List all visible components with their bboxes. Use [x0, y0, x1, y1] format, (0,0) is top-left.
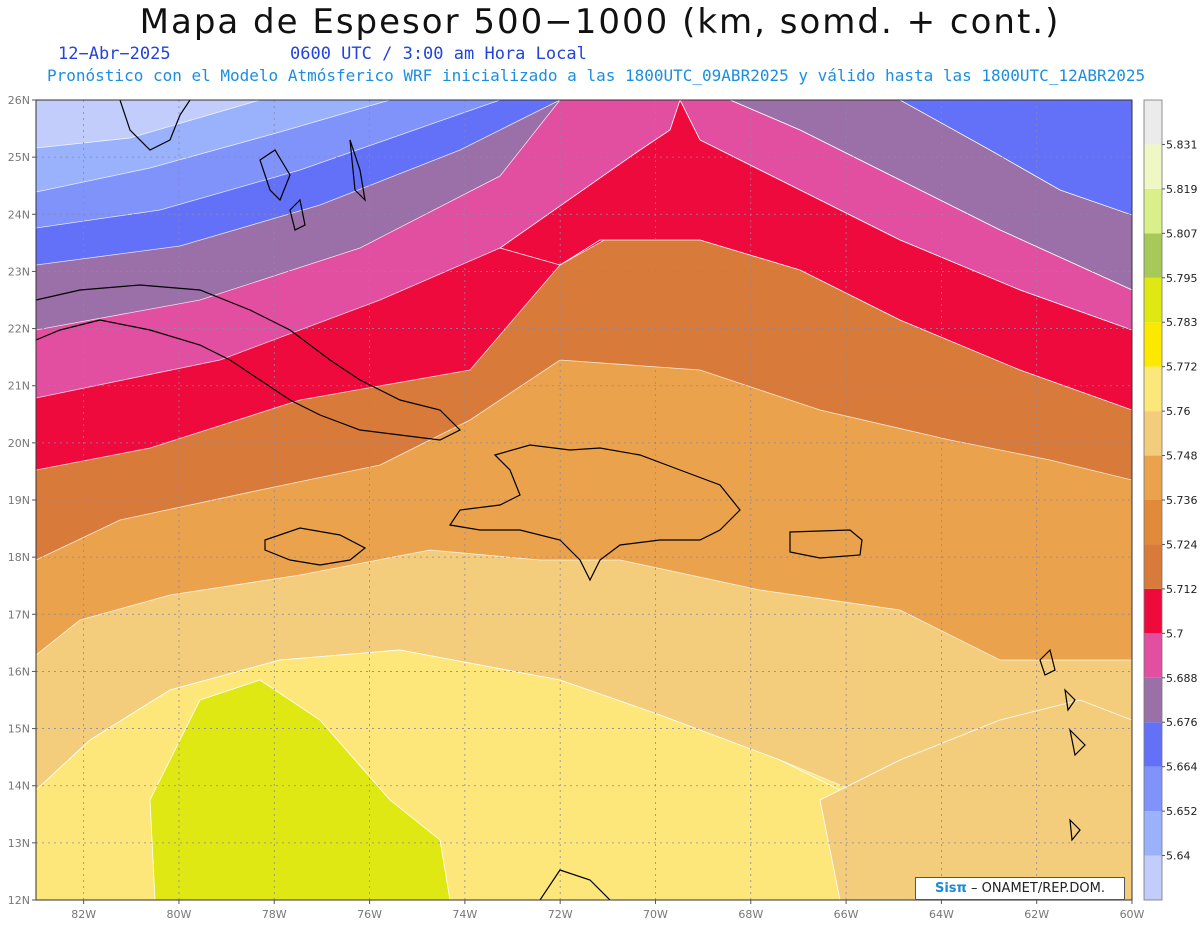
hispaniola-coastline — [448, 444, 741, 582]
lon-label: 74W — [452, 908, 477, 921]
legend-swatch — [1144, 766, 1162, 812]
map-area — [36, 100, 1132, 900]
cuba-coastline — [36, 284, 462, 441]
lon-label: 80W — [167, 908, 192, 921]
band-light-se — [819, 699, 1132, 900]
legend-swatch — [1144, 811, 1162, 856]
lon-label: 64W — [929, 908, 954, 921]
legend-swatch — [1144, 544, 1162, 589]
model-info: Pronóstico con el Modelo Atmósferico WRF… — [47, 66, 1146, 85]
legend-label: 5.724 — [1166, 538, 1198, 551]
lat-label: 15N — [8, 723, 30, 736]
puerto-rico-coastline — [789, 529, 863, 559]
legend-label: 5.795 — [1166, 272, 1198, 285]
legend-swatch — [1144, 233, 1162, 278]
legend-swatch — [1144, 277, 1162, 323]
lon-label: 76W — [357, 908, 382, 921]
lat-label: 16N — [8, 665, 30, 678]
lat-label: 14N — [8, 780, 30, 793]
lat-label: 23N — [8, 265, 30, 278]
lon-label: 60W — [1120, 908, 1145, 921]
lat-label: 24N — [8, 208, 30, 221]
lon-label: 72W — [548, 908, 573, 921]
forecast-time: 0600 UTC / 3:00 am Hora Local — [290, 44, 587, 64]
legend-swatch — [1144, 500, 1162, 545]
legend-label: 5.831 — [1166, 138, 1198, 151]
lon-label: 68W — [738, 908, 763, 921]
band-red-ne — [499, 100, 1132, 411]
lat-label: 13N — [8, 837, 30, 850]
jamaica-coastline — [264, 527, 367, 566]
legend-label: 5.736 — [1166, 494, 1198, 507]
forecast-date: 12−Abr−2025 — [58, 44, 171, 64]
legend-swatch — [1144, 100, 1162, 145]
legend-label: 5.652 — [1166, 805, 1198, 818]
lat-label: 20N — [8, 437, 30, 450]
lat-label: 17N — [8, 608, 30, 621]
legend-label: 5.76 — [1166, 405, 1191, 418]
lon-label: 70W — [643, 908, 668, 921]
lat-label: 22N — [8, 323, 30, 336]
map-title: Mapa de Espesor 500−1000 (km, somd. + co… — [139, 2, 1061, 42]
legend-label: 5.676 — [1166, 716, 1198, 729]
lat-label: 26N — [8, 94, 30, 107]
venezuela-coastline — [539, 869, 611, 900]
legend-label: 5.7 — [1166, 627, 1184, 640]
legend-label: 5.807 — [1166, 227, 1198, 240]
legend-label: 5.712 — [1166, 583, 1198, 596]
legend-label: 5.748 — [1166, 450, 1198, 463]
lat-label: 18N — [8, 551, 30, 564]
legend-swatch — [1144, 588, 1162, 634]
legend-swatch — [1144, 322, 1162, 367]
sispi-logo-text: Sisπ — [934, 881, 967, 896]
legend-swatch — [1144, 633, 1162, 678]
legend-label: 5.819 — [1166, 183, 1198, 196]
legend-label: 5.688 — [1166, 672, 1198, 685]
credit-box: Sisπ – ONAMET/REP.DOM. — [915, 877, 1125, 900]
lon-label: 82W — [71, 908, 96, 921]
bahamas-coastline — [259, 139, 366, 231]
lon-label: 78W — [262, 908, 287, 921]
legend-swatch — [1144, 455, 1162, 500]
lat-label: 19N — [8, 494, 30, 507]
legend-swatch — [1144, 722, 1162, 767]
lon-label: 66W — [834, 908, 859, 921]
legend-label: 5.64 — [1166, 850, 1191, 863]
lat-label: 25N — [8, 151, 30, 164]
legend-swatch — [1144, 366, 1162, 412]
legend-swatch — [1144, 188, 1162, 234]
legend-label: 5.772 — [1166, 361, 1198, 374]
lat-label: 21N — [8, 380, 30, 393]
credit-text: – ONAMET/REP.DOM. — [970, 881, 1105, 896]
legend-label: 5.783 — [1166, 316, 1198, 329]
lon-label: 62W — [1024, 908, 1049, 921]
legend-swatch — [1144, 144, 1162, 189]
lat-label: 12N — [8, 894, 30, 907]
florida-coastline — [119, 100, 191, 151]
legend-swatch — [1144, 411, 1162, 456]
band-green — [149, 679, 451, 900]
legend-label: 5.664 — [1166, 761, 1198, 774]
legend-swatch — [1144, 677, 1162, 723]
lesser-antilles-coastline — [1039, 648, 1086, 842]
legend-swatch — [1144, 855, 1162, 900]
